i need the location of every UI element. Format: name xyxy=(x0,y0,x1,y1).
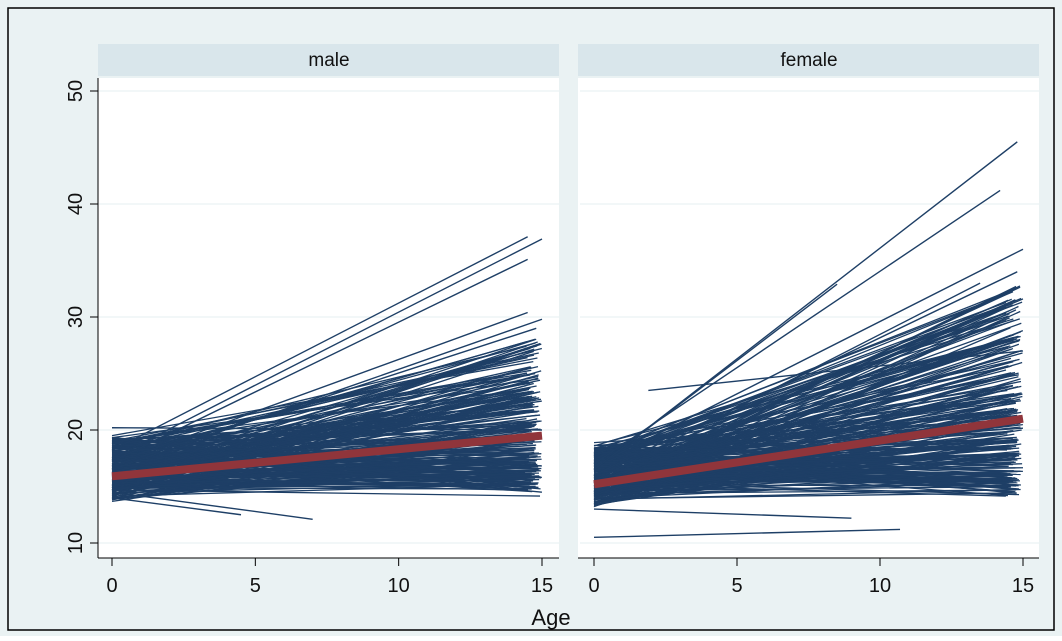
x-tick-label: 15 xyxy=(1012,575,1034,597)
x-axis-title: Age xyxy=(531,605,570,630)
x-tick-label: 5 xyxy=(250,575,261,597)
x-tick-label: 0 xyxy=(106,575,117,597)
y-tick-label: 40 xyxy=(65,193,87,215)
panel-title-male: male xyxy=(308,50,349,71)
x-tick-label: 15 xyxy=(531,575,553,597)
y-tick-label: 30 xyxy=(65,306,87,328)
panel-title-female: female xyxy=(780,50,837,71)
y-tick-label: 50 xyxy=(65,80,87,102)
x-tick-label: 5 xyxy=(731,575,742,597)
x-tick-label: 10 xyxy=(388,575,410,597)
y-tick-label: 10 xyxy=(65,532,87,554)
x-tick-label: 10 xyxy=(869,575,891,597)
y-tick-label: 20 xyxy=(65,419,87,441)
x-tick-label: 0 xyxy=(588,575,599,597)
